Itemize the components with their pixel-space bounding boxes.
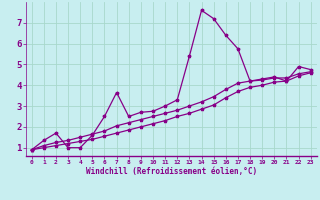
X-axis label: Windchill (Refroidissement éolien,°C): Windchill (Refroidissement éolien,°C) [86, 167, 257, 176]
